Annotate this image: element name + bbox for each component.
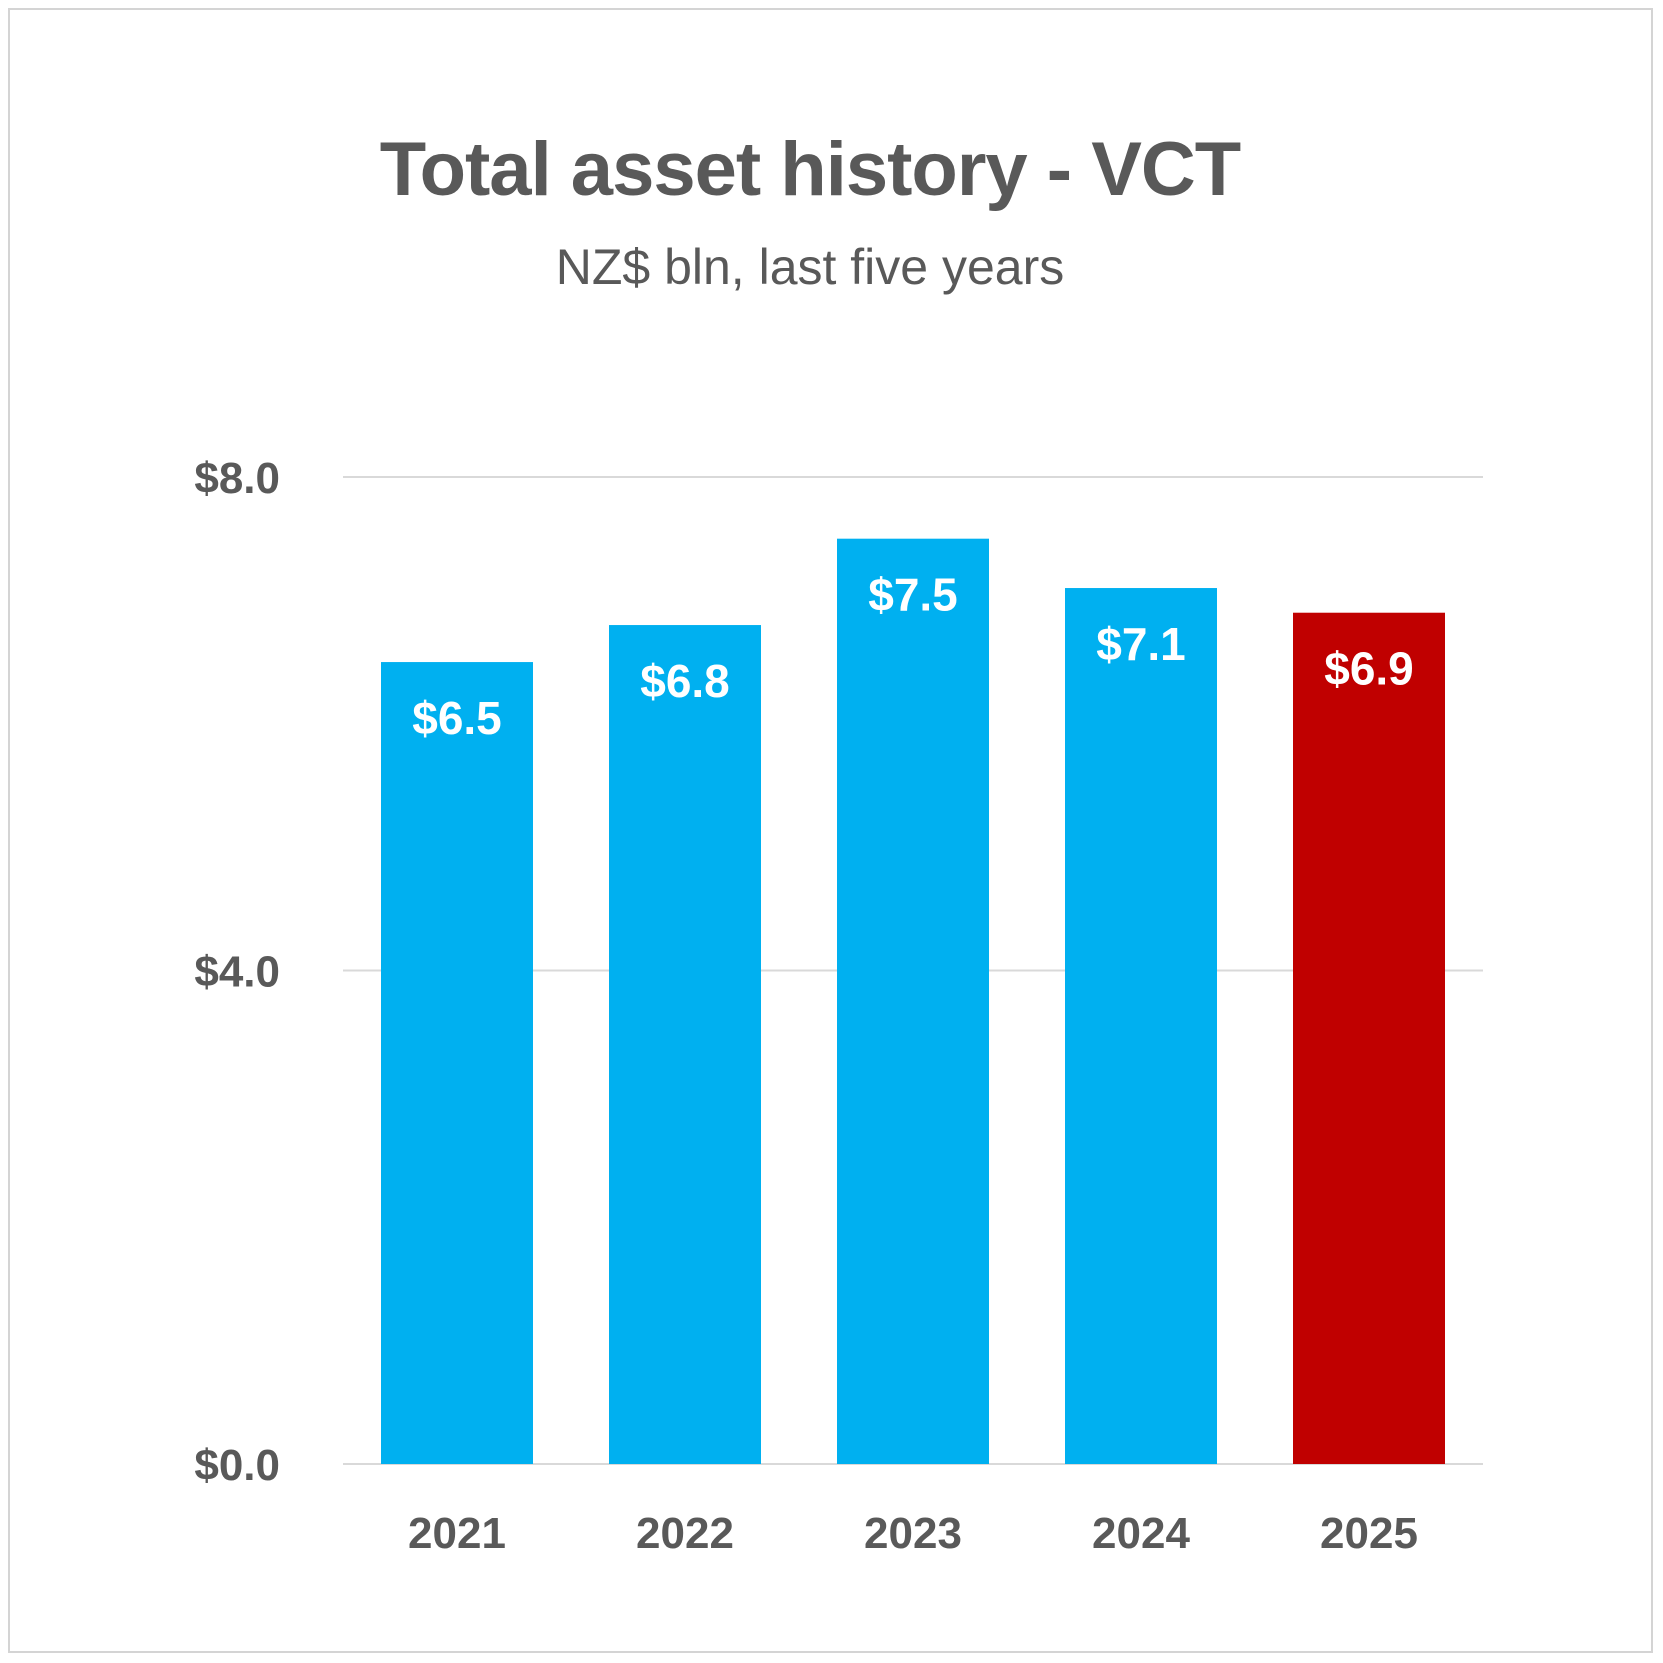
y-tick-label: $4.0 <box>194 948 280 997</box>
data-label-2023: $7.5 <box>868 569 958 621</box>
x-tick-label-2023: 2023 <box>864 1509 962 1558</box>
x-tick-label-2025: 2025 <box>1320 1509 1418 1558</box>
x-tick-label-2024: 2024 <box>1092 1509 1190 1558</box>
data-labels: $6.5 $6.8 $7.5 $7.1 $6.9 <box>412 569 1414 744</box>
y-tick-label: $8.0 <box>194 454 280 503</box>
bar-2021 <box>381 662 533 1464</box>
chart-subtitle: NZ$ bln, last five years <box>555 239 1065 295</box>
bar-2023 <box>837 538 989 1464</box>
data-label-2021: $6.5 <box>412 692 502 744</box>
data-label-2025: $6.9 <box>1324 643 1414 695</box>
data-label-2024: $7.1 <box>1096 618 1186 670</box>
chart-title: Total asset history - VCT <box>379 127 1241 212</box>
bar-2025 <box>1293 612 1445 1464</box>
bars <box>381 538 1445 1464</box>
y-tick-label: $0.0 <box>194 1441 280 1490</box>
bar-2022 <box>609 625 761 1464</box>
data-label-2022: $6.8 <box>640 655 730 707</box>
y-axis-ticks: $0.0 $4.0 $8.0 <box>194 454 280 1490</box>
x-tick-label-2022: 2022 <box>636 1509 734 1558</box>
x-tick-label-2021: 2021 <box>408 1509 506 1558</box>
x-axis-ticks: 2021 2022 2023 2024 2025 <box>408 1509 1418 1558</box>
bar-2024 <box>1065 588 1217 1464</box>
